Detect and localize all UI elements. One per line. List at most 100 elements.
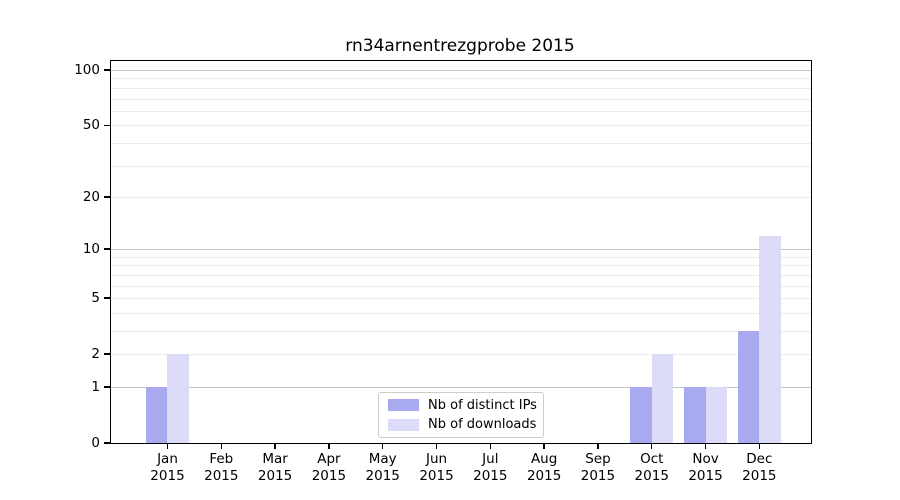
x-tick-label: Jan 2015: [132, 451, 202, 485]
x-tick-label: Sep 2015: [563, 451, 633, 485]
chart-title: rn34arnentrezgprobe 2015: [345, 36, 575, 56]
x-tick-year: 2015: [526, 468, 562, 484]
x-tick-year: 2015: [311, 468, 347, 484]
y-tick-mark: [104, 69, 110, 71]
x-tick-mark: [650, 444, 653, 449]
x-tick-mark: [166, 444, 169, 449]
x-tick-label: Apr 2015: [294, 451, 364, 485]
y-tick-label: 0: [91, 435, 100, 451]
x-tick-month: Nov: [692, 451, 719, 467]
x-tick-year: 2015: [742, 468, 777, 484]
x-tick-month: Mar: [262, 451, 288, 467]
x-tick-year: 2015: [580, 468, 616, 484]
y-tick-mark: [104, 442, 110, 444]
y-tick-label: 10: [82, 241, 100, 258]
x-tick-month: Jun: [425, 451, 448, 467]
x-tick-month: May: [368, 451, 397, 467]
x-tick-label: May 2015: [348, 451, 418, 485]
minor-gridline: [111, 330, 811, 332]
y-tick-label: 20: [82, 188, 100, 205]
x-tick-mark: [704, 444, 707, 449]
x-tick-mark: [543, 444, 545, 449]
y-tick-mark: [104, 353, 110, 355]
x-tick-mark: [328, 444, 330, 449]
x-tick-month: Aug: [530, 451, 558, 467]
plot-area: [110, 60, 812, 444]
x-tick-month: Feb: [209, 451, 234, 467]
minor-gridline: [111, 312, 811, 314]
x-tick-month: Jan: [157, 451, 178, 467]
minor-gridline: [111, 265, 811, 267]
x-tick-label: Jul 2015: [455, 451, 525, 485]
legend-label: Nb of downloads: [428, 417, 537, 433]
minor-gridline: [111, 125, 811, 127]
minor-gridline: [111, 98, 811, 100]
minor-gridline: [111, 78, 811, 80]
major-gridline: [111, 386, 811, 388]
x-tick-mark: [381, 444, 384, 449]
x-tick-year: 2015: [150, 468, 185, 484]
x-tick-mark: [274, 444, 276, 449]
x-tick-month: Dec: [746, 451, 773, 467]
minor-gridline: [111, 298, 811, 300]
y-tick-mark: [104, 386, 110, 388]
x-tick-mark: [220, 444, 223, 449]
x-tick-label: Aug 2015: [509, 451, 579, 485]
x-tick-month: Oct: [640, 451, 664, 467]
x-tick-mark: [758, 444, 761, 449]
x-tick-mark: [435, 444, 438, 449]
y-tick-label: 2: [91, 346, 100, 363]
legend-swatch-icon: [388, 418, 419, 431]
y-tick-mark: [104, 297, 110, 299]
minor-gridline: [111, 142, 811, 144]
x-tick-label: Oct 2015: [617, 451, 687, 485]
bar: [651, 354, 674, 443]
x-tick-label: Jun 2015: [402, 451, 472, 485]
minor-gridline: [111, 87, 811, 89]
legend: Nb of distinct IPs Nb of downloads: [378, 392, 544, 438]
x-tick-year: 2015: [688, 468, 723, 484]
bar: [684, 387, 706, 443]
legend-item: Nb of distinct IPs: [388, 398, 543, 413]
y-tick-label: 1: [91, 378, 100, 395]
x-tick-year: 2015: [634, 468, 669, 484]
legend-label: Nb of distinct IPs: [428, 397, 537, 413]
y-tick-mark: [104, 124, 110, 127]
minor-gridline: [111, 285, 811, 287]
x-tick-label: Mar 2015: [240, 451, 310, 485]
minor-gridline: [111, 256, 811, 258]
legend-item: Nb of downloads: [388, 417, 543, 432]
x-tick-year: 2015: [365, 468, 400, 484]
x-tick-month: Apr: [317, 451, 341, 467]
y-tick-mark: [104, 196, 110, 198]
minor-gridline: [111, 110, 811, 112]
x-tick-label: Feb 2015: [186, 451, 256, 485]
x-tick-year: 2015: [204, 468, 239, 484]
minor-gridline: [111, 274, 811, 276]
y-tick-mark: [104, 248, 110, 250]
x-tick-month: Jul: [482, 451, 499, 467]
legend-swatch-icon: [388, 399, 419, 412]
bar: [630, 387, 652, 443]
y-tick-label: 50: [82, 117, 100, 134]
minor-gridline: [111, 354, 811, 356]
x-tick-label: Nov 2015: [671, 451, 741, 485]
major-gridline: [111, 249, 811, 251]
major-gridline: [111, 70, 811, 72]
x-tick-year: 2015: [419, 468, 454, 484]
x-tick-mark: [489, 444, 492, 449]
bar: [759, 235, 781, 443]
bar: [167, 354, 189, 443]
x-tick-month: Sep: [585, 451, 611, 467]
bar: [737, 330, 760, 443]
bar: [705, 387, 728, 443]
x-tick-label: Dec 2015: [724, 451, 794, 485]
y-tick-label: 100: [74, 62, 100, 79]
x-tick-year: 2015: [257, 468, 293, 484]
x-tick-year: 2015: [473, 468, 508, 484]
minor-gridline: [111, 196, 811, 198]
y-tick-label: 5: [91, 290, 100, 307]
minor-gridline: [111, 165, 811, 167]
x-tick-mark: [597, 444, 599, 449]
